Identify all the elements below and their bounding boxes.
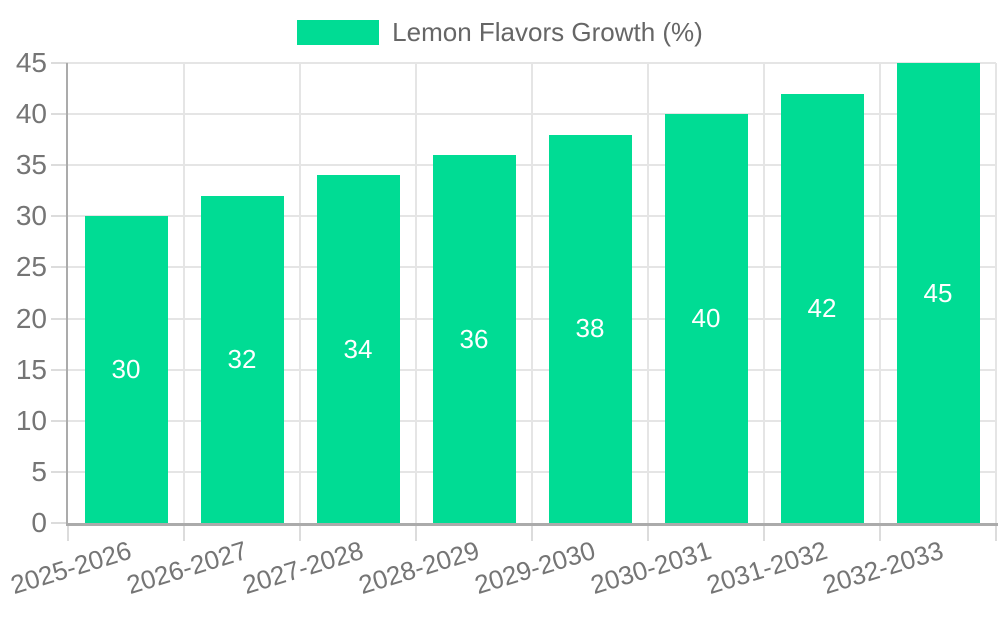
- x-tick-mark: [763, 526, 765, 541]
- x-tick-mark: [647, 526, 649, 541]
- y-tick-mark: [51, 470, 68, 473]
- x-tick-mark: [415, 526, 417, 541]
- x-gridline: [995, 63, 997, 523]
- y-tick-mark: [51, 368, 68, 371]
- y-tick-mark: [51, 164, 68, 167]
- bar-value-label: 34: [343, 333, 373, 364]
- y-tick-mark: [51, 419, 68, 422]
- legend-item[interactable]: Lemon Flavors Growth (%): [0, 17, 1000, 47]
- x-tick-mark: [879, 526, 881, 541]
- x-tick-mark: [67, 526, 69, 541]
- y-tick-mark: [51, 266, 68, 269]
- bar-value-label: 45: [923, 277, 953, 308]
- y-tick-label: 20: [15, 302, 47, 334]
- x-gridline: [299, 63, 301, 523]
- bar-value-label: 42: [807, 292, 837, 323]
- x-gridline: [183, 63, 185, 523]
- y-tick-mark: [51, 62, 68, 64]
- y-tick-label: 25: [15, 251, 47, 283]
- bar[interactable]: 30: [84, 216, 168, 523]
- bar-value-label: 32: [227, 343, 257, 374]
- y-tick-label: 0: [31, 507, 47, 538]
- y-axis-line: [66, 63, 68, 526]
- y-tick-label: 45: [15, 47, 47, 78]
- legend-label: Lemon Flavors Growth (%): [392, 17, 703, 47]
- x-gridline: [415, 63, 417, 523]
- bar-value-label: 36: [459, 323, 489, 354]
- bar[interactable]: 42: [780, 93, 864, 523]
- bar-value-label: 40: [691, 303, 721, 334]
- x-gridline: [531, 63, 533, 523]
- bar[interactable]: 32: [200, 195, 284, 523]
- x-gridline: [763, 63, 765, 523]
- bar[interactable]: 38: [548, 134, 632, 523]
- y-tick-label: 10: [15, 404, 47, 436]
- bar-value-label: 30: [111, 354, 141, 385]
- x-tick-mark: [299, 526, 301, 541]
- x-tick-mark: [183, 526, 185, 541]
- bar[interactable]: 34: [316, 175, 400, 523]
- y-tick-mark: [51, 113, 68, 116]
- x-tick-mark: [995, 526, 997, 541]
- y-tick-mark: [51, 522, 68, 524]
- y-tick-mark: [51, 317, 68, 320]
- plot-area: 0 5 10 15 20 25 30 35 40 45 30 2025-2026 32 2026-2027…: [7, 47, 998, 600]
- x-tick-mark: [531, 526, 533, 541]
- y-tick-label: 35: [15, 149, 47, 181]
- y-tick-label: 30: [15, 200, 47, 232]
- bar[interactable]: 45: [896, 63, 980, 523]
- y-tick-label: 5: [31, 455, 47, 487]
- legend-swatch: [297, 19, 380, 45]
- x-gridline: [647, 63, 649, 523]
- y-tick-label: 15: [15, 353, 47, 385]
- y-tick-label: 40: [15, 98, 47, 130]
- bar-value-label: 38: [575, 313, 605, 344]
- x-axis-line: [66, 523, 998, 526]
- x-gridline: [879, 63, 881, 523]
- y-tick-mark: [51, 215, 68, 218]
- bar[interactable]: 40: [664, 114, 748, 523]
- bar[interactable]: 36: [432, 155, 516, 523]
